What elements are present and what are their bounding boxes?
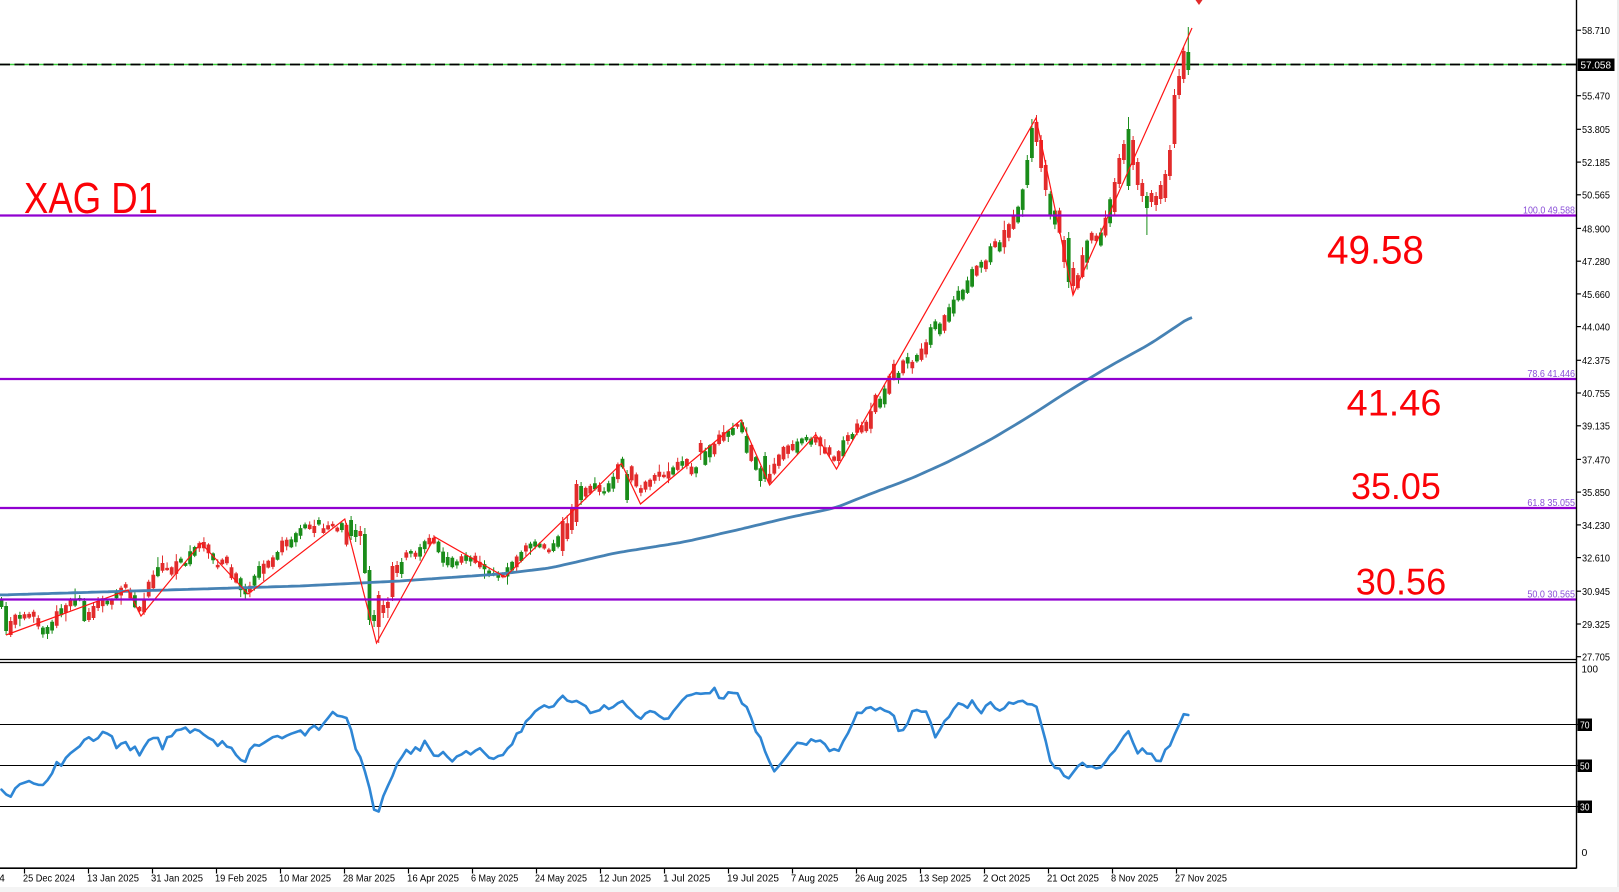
svg-text:25 Dec 2024: 25 Dec 2024 xyxy=(23,873,75,885)
svg-text:58.710: 58.710 xyxy=(1582,25,1610,37)
svg-text:XAG D1: XAG D1 xyxy=(24,174,158,223)
svg-text:13 Jan 2025: 13 Jan 2025 xyxy=(87,873,139,885)
svg-text:48.900: 48.900 xyxy=(1582,223,1610,235)
svg-text:39.135: 39.135 xyxy=(1582,421,1610,433)
svg-text:100.0 49.588: 100.0 49.588 xyxy=(1523,205,1575,217)
svg-text:4: 4 xyxy=(0,873,5,885)
svg-text:6 May 2025: 6 May 2025 xyxy=(471,873,518,885)
svg-text:61.8 35.055: 61.8 35.055 xyxy=(1527,497,1575,509)
svg-text:30.945: 30.945 xyxy=(1582,586,1610,598)
svg-text:35.05: 35.05 xyxy=(1351,466,1441,507)
svg-text:10 Mar 2025: 10 Mar 2025 xyxy=(279,873,331,885)
svg-text:21 Oct 2025: 21 Oct 2025 xyxy=(1047,873,1099,885)
svg-text:41.46: 41.46 xyxy=(1347,383,1442,424)
svg-text:29.325: 29.325 xyxy=(1582,619,1610,631)
svg-text:28 Mar 2025: 28 Mar 2025 xyxy=(343,873,395,885)
svg-text:47.280: 47.280 xyxy=(1582,256,1610,268)
svg-text:44.040: 44.040 xyxy=(1582,322,1610,334)
svg-text:50.0 30.565: 50.0 30.565 xyxy=(1527,589,1575,601)
svg-text:52.185: 52.185 xyxy=(1582,157,1610,169)
svg-text:57.058: 57.058 xyxy=(1581,60,1612,72)
svg-text:50.565: 50.565 xyxy=(1582,190,1610,202)
svg-text:26 Aug 2025: 26 Aug 2025 xyxy=(855,873,907,885)
svg-text:42.375: 42.375 xyxy=(1582,355,1610,367)
svg-text:32.610: 32.610 xyxy=(1582,553,1610,565)
svg-text:16 Apr 2025: 16 Apr 2025 xyxy=(407,873,459,885)
svg-text:19 Jul 2025: 19 Jul 2025 xyxy=(727,873,779,885)
svg-text:27 Nov 2025: 27 Nov 2025 xyxy=(1175,873,1227,885)
svg-text:27.705: 27.705 xyxy=(1582,652,1610,664)
svg-text:13 Sep 2025: 13 Sep 2025 xyxy=(919,873,971,885)
svg-text:53.805: 53.805 xyxy=(1582,124,1610,136)
svg-text:100: 100 xyxy=(1582,664,1599,676)
svg-text:19 Feb 2025: 19 Feb 2025 xyxy=(215,873,267,885)
svg-text:24 May 2025: 24 May 2025 xyxy=(535,873,587,885)
svg-text:37.470: 37.470 xyxy=(1582,454,1610,466)
svg-text:35.850: 35.850 xyxy=(1582,487,1610,499)
svg-text:70: 70 xyxy=(1580,719,1590,731)
svg-text:30.56: 30.56 xyxy=(1356,562,1446,603)
svg-text:40.755: 40.755 xyxy=(1582,388,1610,400)
svg-text:49.58: 49.58 xyxy=(1327,229,1424,273)
svg-text:7 Aug 2025: 7 Aug 2025 xyxy=(791,873,838,885)
svg-text:50: 50 xyxy=(1580,760,1590,772)
svg-text:78.6 41.446: 78.6 41.446 xyxy=(1527,368,1575,380)
svg-text:1 Jul 2025: 1 Jul 2025 xyxy=(663,873,710,885)
svg-text:34.230: 34.230 xyxy=(1582,520,1610,532)
svg-text:31 Jan 2025: 31 Jan 2025 xyxy=(151,873,203,885)
svg-text:45.660: 45.660 xyxy=(1582,289,1610,301)
svg-text:0: 0 xyxy=(1582,847,1588,859)
svg-text:55.470: 55.470 xyxy=(1582,91,1610,103)
svg-text:30: 30 xyxy=(1580,801,1590,813)
svg-text:2 Oct 2025: 2 Oct 2025 xyxy=(983,873,1030,885)
svg-text:8 Nov 2025: 8 Nov 2025 xyxy=(1111,873,1158,885)
svg-text:12 Jun 2025: 12 Jun 2025 xyxy=(599,873,651,885)
